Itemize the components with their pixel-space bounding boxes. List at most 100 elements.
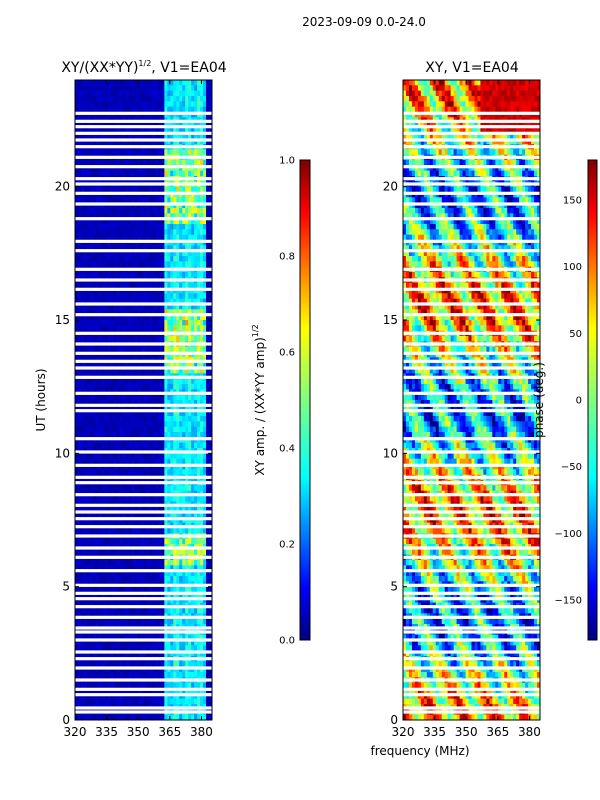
heat-cell: [92, 394, 97, 401]
heat-cell: [116, 213, 121, 220]
heat-cell: [134, 309, 138, 316]
heat-cell: [95, 565, 100, 572]
heat-cell: [107, 506, 112, 513]
heat-cell: [137, 250, 141, 257]
heat-cell: [209, 133, 213, 140]
heat-cell: [188, 608, 192, 614]
heat-cell: [167, 640, 171, 646]
heat-cell: [194, 421, 198, 428]
heat-cell: [173, 362, 177, 369]
heat-cell: [95, 442, 100, 449]
heat-cell: [77, 208, 82, 214]
heat-cell: [128, 250, 132, 257]
heat-cell: [161, 304, 165, 310]
heat-cell: [203, 90, 207, 97]
heat-cell: [92, 560, 97, 566]
heat-cell: [203, 394, 207, 401]
heat-cell: [152, 234, 156, 241]
heat-cell: [75, 453, 79, 460]
heat-cell: [107, 213, 112, 220]
heat-cell: [113, 405, 118, 412]
heat-cell: [125, 304, 130, 310]
heat-cell: [119, 298, 124, 305]
heat-cell: [101, 336, 106, 342]
heat-cell: [77, 469, 82, 476]
heat-cell: [149, 128, 153, 134]
heat-cell: [191, 368, 195, 374]
heat-cell: [197, 400, 201, 406]
heat-cell: [131, 570, 135, 577]
heat-cell: [83, 234, 88, 241]
heat-cell: [149, 362, 153, 369]
heat-cell: [158, 538, 162, 545]
heat-cell: [194, 170, 198, 177]
heat-cell: [125, 442, 130, 449]
heat-cell: [137, 245, 141, 252]
heat-cell: [113, 576, 118, 582]
heat-cell: [98, 224, 103, 230]
heat-cell: [131, 96, 135, 102]
heat-cell: [209, 314, 213, 321]
heat-cell: [77, 634, 82, 641]
heat-cell: [89, 576, 94, 582]
heat-cell: [158, 421, 162, 428]
heat-cell: [200, 234, 204, 241]
heat-cell: [158, 410, 162, 417]
heat-cell: [116, 506, 121, 513]
heat-cell: [122, 442, 127, 449]
heat-cell: [164, 256, 168, 262]
heat-cell: [134, 197, 138, 204]
heat-cell: [86, 618, 91, 625]
heat-cell: [155, 378, 159, 385]
heat-cell: [134, 208, 138, 214]
heat-cell: [77, 309, 82, 316]
heat-cell: [104, 405, 109, 412]
heat-cell: [95, 133, 100, 140]
heat-cell: [131, 314, 135, 321]
heat-cell: [122, 208, 127, 214]
heat-cell: [200, 608, 204, 614]
heat-cell: [77, 298, 82, 305]
heat-cell: [149, 256, 153, 262]
heat-cell: [194, 96, 198, 102]
heat-cell: [122, 133, 127, 140]
heat-cell: [167, 485, 171, 492]
heat-cell: [143, 304, 147, 310]
heat-cell: [200, 133, 204, 140]
heat-cell: [173, 197, 177, 204]
heat-cell: [104, 314, 109, 321]
heat-cell: [188, 442, 192, 449]
heat-cell: [179, 170, 183, 177]
heat-cell: [209, 224, 213, 230]
heat-cell: [197, 426, 201, 433]
heat-cell: [83, 218, 88, 225]
heat-cell: [170, 293, 174, 300]
heat-cell: [182, 608, 186, 614]
heat-cell: [176, 229, 180, 236]
heat-cell: [125, 314, 130, 321]
heat-cell: [125, 170, 130, 177]
heat-cell: [146, 645, 150, 652]
heat-cell: [179, 224, 183, 230]
heat-cell: [75, 160, 79, 166]
heat-cell: [188, 618, 192, 625]
heat-cell: [131, 469, 135, 476]
heat-cell: [83, 570, 88, 577]
heat-cell: [200, 405, 204, 412]
heat-cell: [176, 96, 180, 102]
heat-cell: [134, 256, 138, 262]
heat-cell: [179, 304, 183, 310]
heat-cell: [203, 432, 207, 438]
heat-cell: [137, 170, 141, 177]
heat-cell: [131, 394, 135, 401]
heat-cell: [173, 496, 177, 502]
heat-cell: [101, 400, 106, 406]
heat-cell: [182, 645, 186, 652]
heat-cell: [86, 133, 91, 140]
heat-cell: [170, 560, 174, 566]
heat-cell: [152, 576, 156, 582]
heat-cell: [185, 512, 189, 518]
heat-cell: [92, 90, 97, 97]
heat-cell: [185, 453, 189, 460]
heat-cell: [98, 96, 103, 102]
